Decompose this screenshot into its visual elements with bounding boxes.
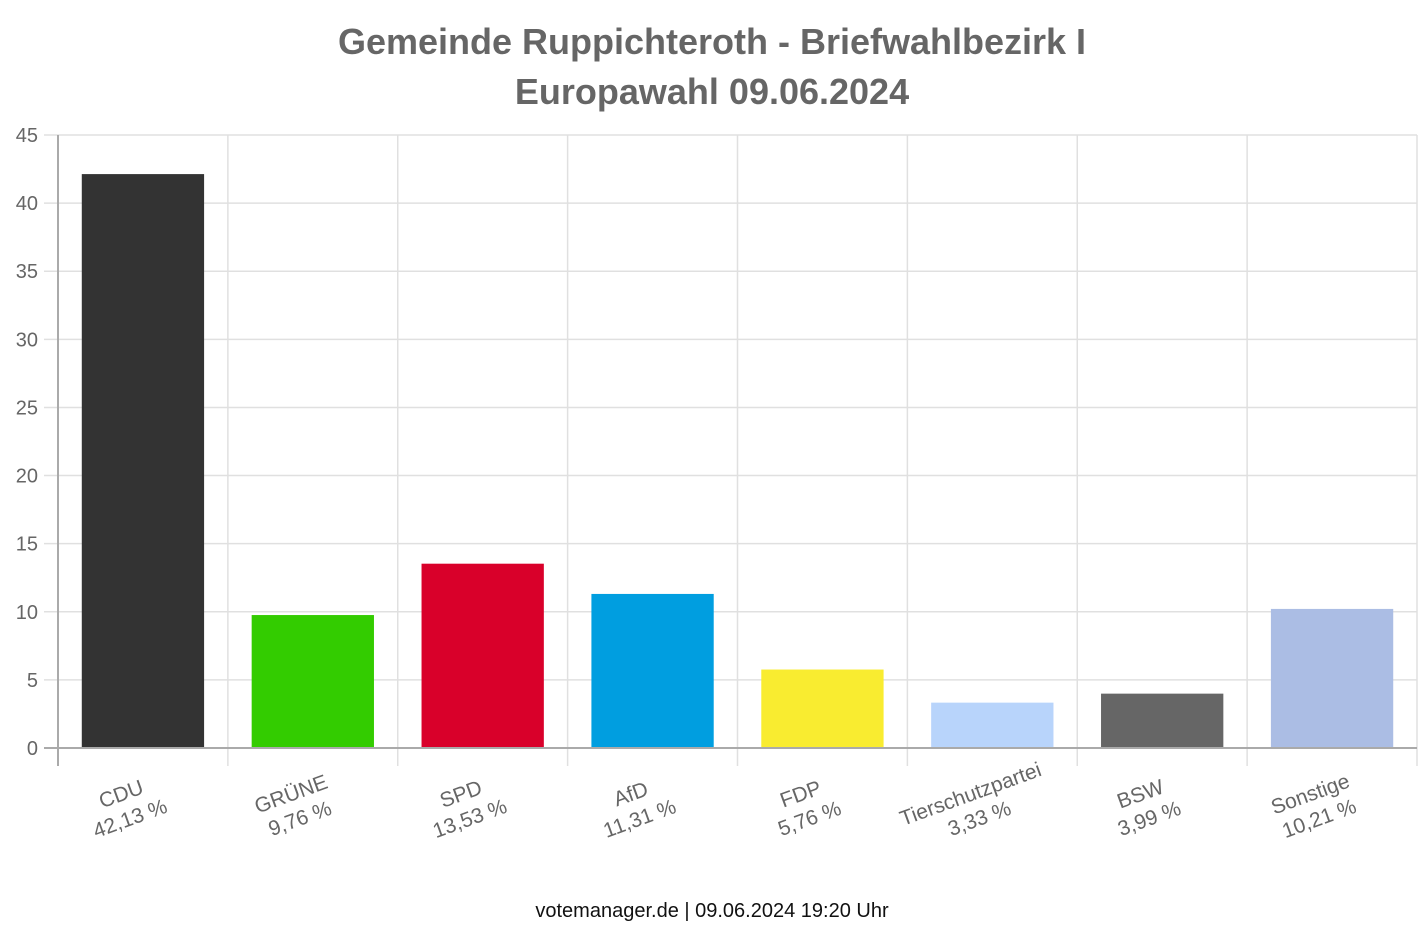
bar-fdp [761, 669, 884, 748]
bar-cdu [81, 174, 205, 749]
bar-tierschutzpartei [931, 702, 1054, 748]
chart-title-line-2: Europawahl 09.06.2024 [515, 71, 909, 112]
chart-grid [44, 134, 1418, 766]
chart-axes [44, 135, 1417, 766]
y-tick-label: 5 [27, 670, 38, 692]
bar-spd [421, 563, 544, 748]
y-tick-label: 40 [16, 193, 38, 215]
y-tick-label: 45 [16, 125, 38, 147]
y-tick-label: 0 [27, 738, 38, 760]
chart-title-line-1: Gemeinde Ruppichteroth - Briefwahlbezirk… [338, 21, 1086, 62]
y-tick-label: 25 [16, 397, 38, 419]
y-axis-ticks: 0 5 10 15 20 25 30 35 40 45 [16, 125, 38, 760]
bar-afd [591, 593, 714, 748]
y-tick-label: 35 [16, 261, 38, 283]
chart-title: Gemeinde Ruppichteroth - Briefwahlbezirk… [338, 21, 1086, 112]
footer-source: votemanager.de | 09.06.2024 19:20 Uhr [535, 900, 889, 922]
y-tick-label: 30 [16, 329, 38, 351]
y-tick-label: 10 [16, 602, 38, 624]
bar-bsw [1101, 693, 1224, 748]
bar-sonstige [1270, 608, 1394, 748]
y-tick-label: 20 [16, 466, 38, 488]
y-tick-label: 15 [16, 534, 38, 556]
chart-bars [81, 174, 1394, 749]
bar-chart: Gemeinde Ruppichteroth - Briefwahlbezirk… [16, 21, 1418, 843]
bar-grüne [251, 615, 374, 748]
